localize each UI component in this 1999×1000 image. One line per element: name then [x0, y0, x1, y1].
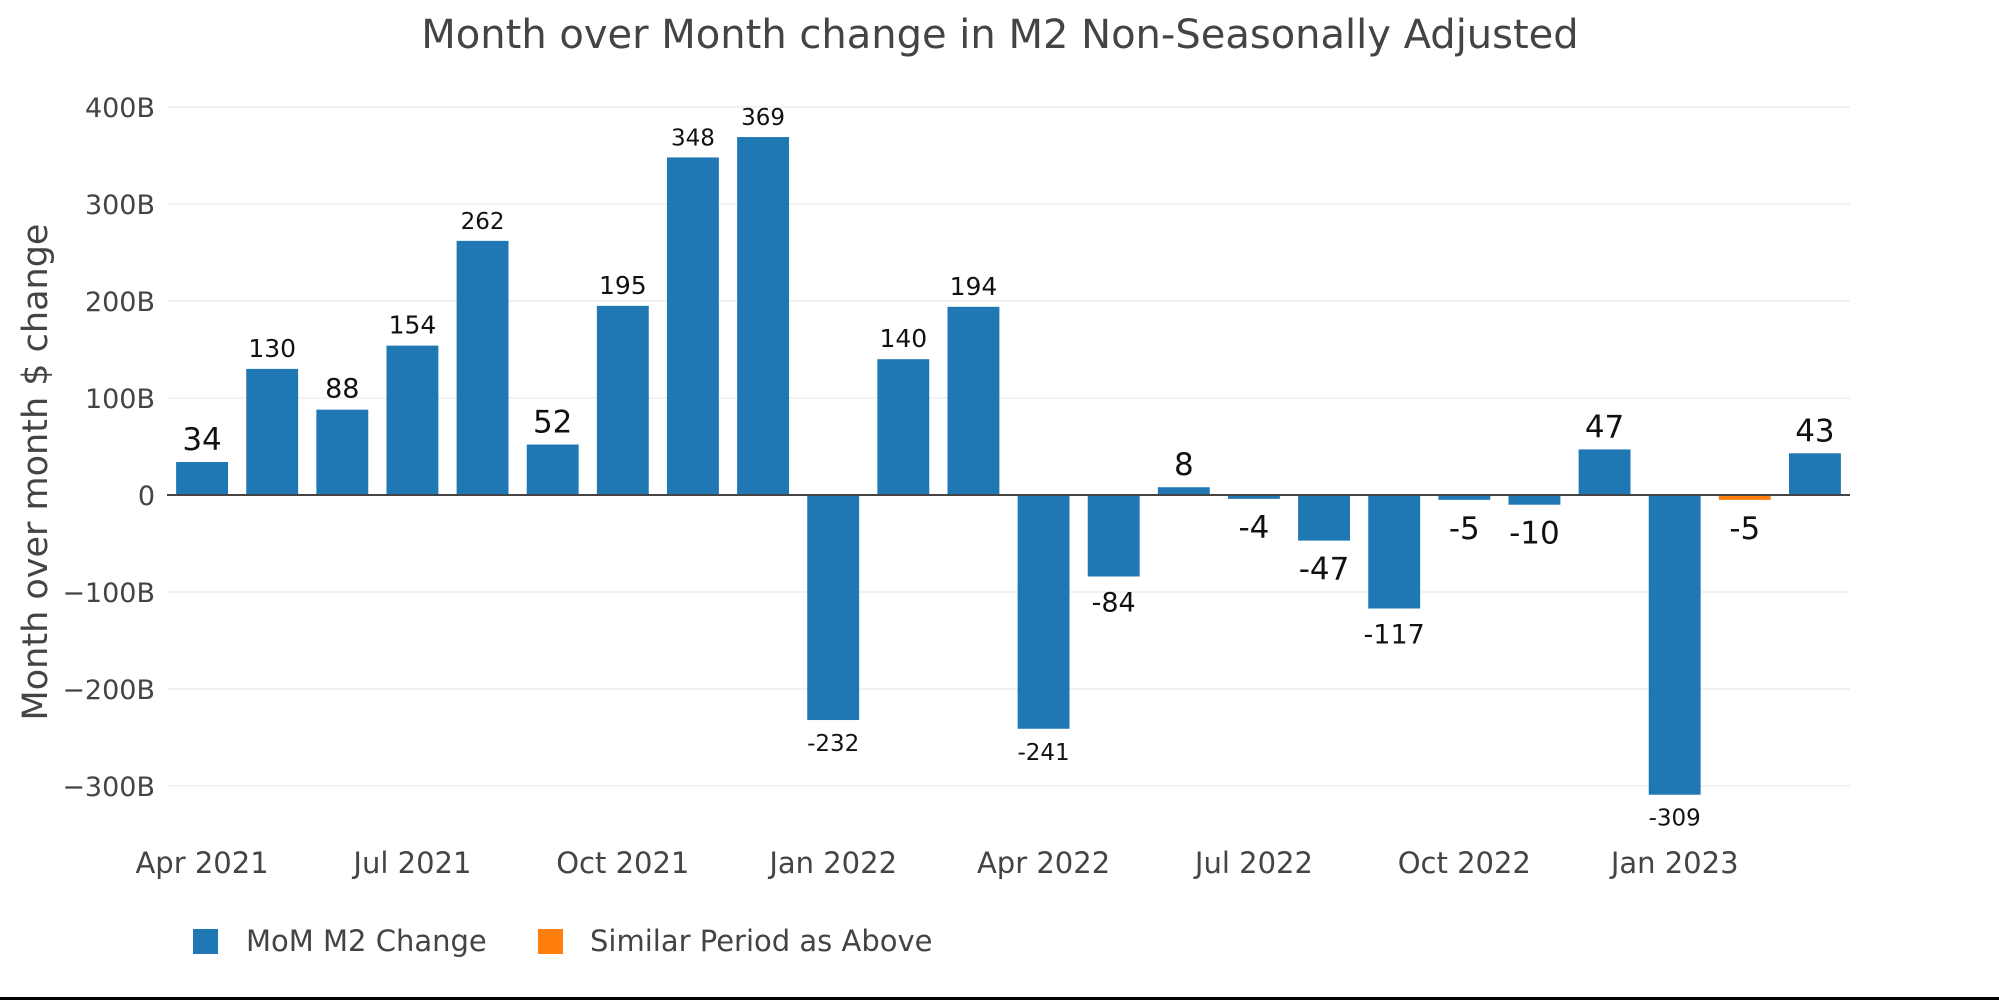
data-label: -84: [1092, 587, 1136, 618]
bar-jul-2021[interactable]: [386, 345, 439, 495]
bar-jun-2022[interactable]: [1157, 487, 1210, 495]
gridlines: [167, 106, 1850, 787]
bottom-border: [0, 997, 1999, 1000]
data-label: -47: [1299, 552, 1350, 588]
bar-may-2021[interactable]: [246, 368, 299, 495]
x-tick-label: Oct 2021: [556, 846, 689, 880]
data-label: 88: [325, 374, 359, 405]
bar-dec-2022[interactable]: [1578, 449, 1631, 495]
data-label: -309: [1649, 806, 1701, 832]
bar-dec-2021[interactable]: [737, 137, 790, 495]
bar-jan-2022[interactable]: [807, 495, 860, 721]
data-label: 43: [1795, 413, 1834, 449]
y-tick-label: −300B: [62, 772, 155, 803]
bar-sep-2021[interactable]: [526, 444, 579, 495]
x-tick-label: Jul 2021: [351, 846, 471, 880]
data-label: -232: [807, 731, 859, 757]
y-tick-label: 300B: [85, 190, 155, 221]
data-label: -4: [1238, 510, 1269, 546]
y-tick-label: 0: [138, 481, 155, 512]
chart-title: Month over Month change in M2 Non-Season…: [421, 12, 1578, 58]
bar-apr-2022[interactable]: [1017, 495, 1070, 729]
y-tick-label: −100B: [62, 578, 155, 609]
bar-jun-2021[interactable]: [316, 409, 369, 495]
y-tick-label: 100B: [85, 384, 155, 415]
data-label: 195: [599, 271, 647, 300]
bar-aug-2022[interactable]: [1298, 495, 1351, 541]
bar-mar-2023[interactable]: [1788, 453, 1841, 495]
data-label: -241: [1017, 740, 1069, 766]
data-label: 262: [461, 209, 505, 235]
data-label: 348: [671, 125, 715, 151]
x-tick-label: Apr 2022: [977, 846, 1110, 880]
bar-apr-2021[interactable]: [176, 462, 229, 495]
bar-feb-2022[interactable]: [877, 359, 930, 495]
legend-label-mom-m2-change: MoM M2 Change: [246, 924, 487, 958]
data-label: -117: [1364, 619, 1425, 650]
bar-jan-2023[interactable]: [1648, 495, 1701, 795]
data-label: -10: [1509, 516, 1560, 552]
data-label: 34: [182, 422, 221, 458]
legend-swatch-similar-period: [538, 929, 563, 954]
bar-nov-2021[interactable]: [666, 157, 719, 495]
bar-sep-2022[interactable]: [1368, 495, 1421, 609]
data-label: -5: [1449, 511, 1480, 547]
bar-oct-2021[interactable]: [596, 305, 649, 495]
x-tick-label: Jan 2022: [767, 846, 897, 880]
data-label: 8: [1174, 447, 1194, 483]
bar-jul-2022[interactable]: [1227, 495, 1280, 499]
legend: MoM M2 Change Similar Period as Above: [193, 924, 932, 958]
x-axis-ticks: Apr 2021 Jul 2021 Oct 2021 Jan 2022 Apr 2022…: [135, 846, 1738, 880]
y-tick-label: 400B: [85, 93, 155, 124]
legend-swatch-mom-m2-change: [193, 929, 218, 954]
x-tick-label: Jan 2023: [1609, 846, 1739, 880]
data-label: 140: [879, 324, 927, 353]
x-tick-label: Apr 2021: [135, 846, 268, 880]
data-label: 47: [1585, 409, 1624, 445]
bar-may-2022[interactable]: [1087, 495, 1140, 577]
bar-aug-2021[interactable]: [456, 240, 509, 495]
bar-mar-2022[interactable]: [947, 306, 1000, 495]
legend-item-mom-m2-change[interactable]: MoM M2 Change: [193, 924, 487, 958]
bar-oct-2022[interactable]: [1438, 495, 1491, 500]
bar-feb-2023[interactable]: [1718, 495, 1771, 500]
data-label: 369: [741, 105, 785, 131]
y-tick-label: −200B: [62, 675, 155, 706]
y-tick-label: 200B: [85, 287, 155, 318]
x-tick-label: Jul 2022: [1193, 846, 1313, 880]
bar-nov-2022[interactable]: [1508, 495, 1561, 505]
data-labels: 34 130 88 154 262 52 195 348 369 -232 140 194 -241 -8…: [182, 105, 1834, 832]
legend-item-similar-period[interactable]: Similar Period as Above: [538, 924, 932, 958]
data-label: 194: [950, 272, 998, 301]
data-label: 52: [533, 405, 572, 441]
y-axis-label: Month over month $ change: [16, 224, 56, 721]
data-label: 154: [389, 311, 437, 340]
legend-label-similar-period: Similar Period as Above: [590, 924, 932, 958]
y-axis-ticks: 400B 300B 200B 100B 0 −100B −200B −300B: [62, 93, 155, 803]
data-label: -5: [1729, 511, 1760, 547]
data-label: 130: [248, 334, 296, 363]
x-tick-label: Oct 2022: [1398, 846, 1531, 880]
bars: [176, 137, 1841, 795]
